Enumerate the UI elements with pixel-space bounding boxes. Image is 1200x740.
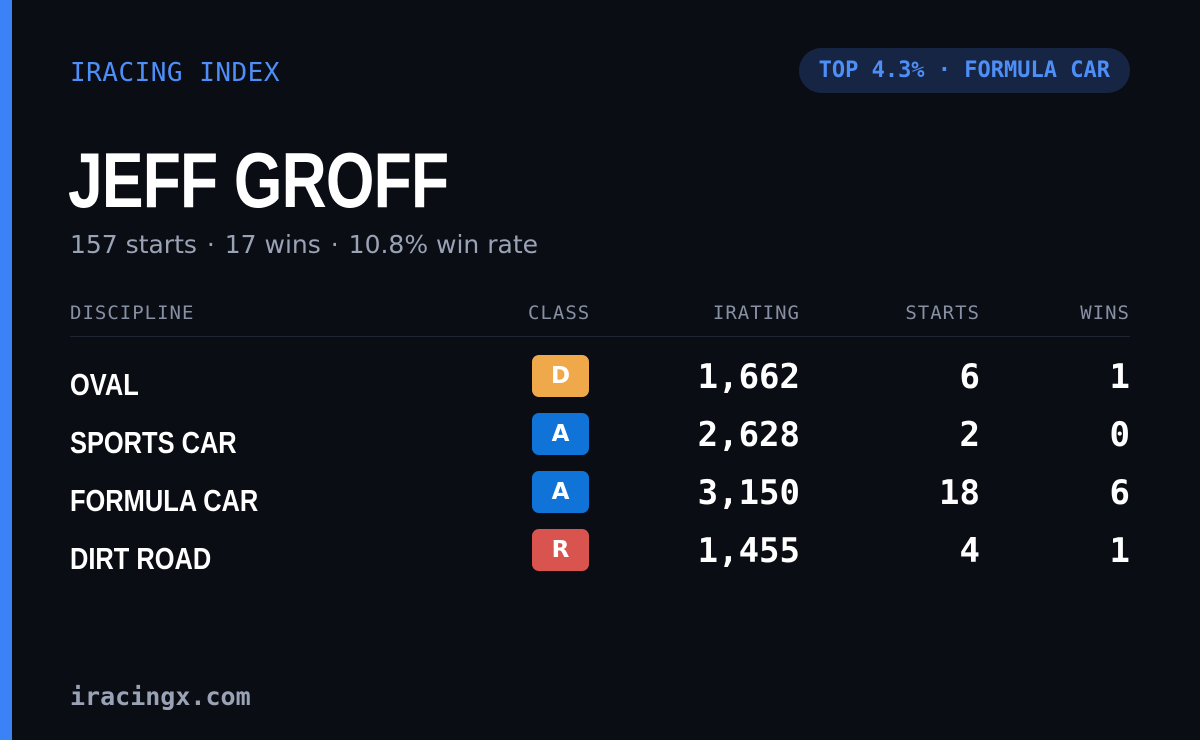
driver-summary: 157 starts · 17 wins · 10.8% win rate <box>70 228 538 262</box>
discipline-name: DIRT ROAD <box>70 541 212 576</box>
license-class-badge: R <box>532 529 589 571</box>
header-class: CLASS <box>528 302 591 324</box>
table-header: DISCIPLINE CLASS IRATING STARTS WINS <box>70 296 1130 337</box>
license-class-badge: A <box>532 471 589 513</box>
brand-title: IRACING INDEX <box>70 58 280 88</box>
starts-value: 2 <box>959 415 980 455</box>
ranking-badge: TOP 4.3% · FORMULA CAR <box>798 48 1130 93</box>
irating-value: 3,150 <box>697 473 800 513</box>
table-body: OVAL D 1,662 6 1 SPORTS CAR A 2,628 2 0 … <box>70 337 1130 585</box>
header-irating: IRATING <box>712 302 800 324</box>
discipline-name: SPORTS CAR <box>70 425 237 460</box>
wins-value: 1 <box>1109 357 1130 397</box>
discipline-name: FORMULA CAR <box>70 483 259 518</box>
discipline-name: OVAL <box>70 367 139 402</box>
starts-value: 18 <box>939 473 980 513</box>
summary-separator: · <box>330 230 339 259</box>
table-row: SPORTS CAR A 2,628 2 0 <box>70 411 1130 469</box>
irating-value: 2,628 <box>697 415 800 455</box>
table-row: FORMULA CAR A 3,150 18 6 <box>70 469 1130 527</box>
wins-value: 0 <box>1109 415 1130 455</box>
header-discipline: DISCIPLINE <box>70 302 195 324</box>
starts-value: 6 <box>959 357 980 397</box>
summary-starts: 157 starts <box>70 230 197 259</box>
summary-separator: · <box>206 230 215 259</box>
discipline-table: DISCIPLINE CLASS IRATING STARTS WINS OVA… <box>70 296 1130 585</box>
summary-win-rate: 10.8% win rate <box>348 230 539 259</box>
irating-value: 1,662 <box>697 357 800 397</box>
wins-value: 1 <box>1109 531 1130 571</box>
accent-bar <box>0 0 12 740</box>
header-wins: WINS <box>1080 302 1130 324</box>
wins-value: 6 <box>1109 473 1130 513</box>
footer-url: iracingx.com <box>70 682 251 711</box>
starts-value: 4 <box>959 531 980 571</box>
table-row: OVAL D 1,662 6 1 <box>70 353 1130 411</box>
license-class-badge: D <box>532 355 589 397</box>
irating-value: 1,455 <box>697 531 800 571</box>
table-row: DIRT ROAD R 1,455 4 1 <box>70 527 1130 585</box>
summary-wins: 17 wins <box>224 230 321 259</box>
driver-name: JEFF GROFF <box>68 136 449 224</box>
license-class-badge: A <box>532 413 589 455</box>
header-starts: STARTS <box>905 302 980 324</box>
